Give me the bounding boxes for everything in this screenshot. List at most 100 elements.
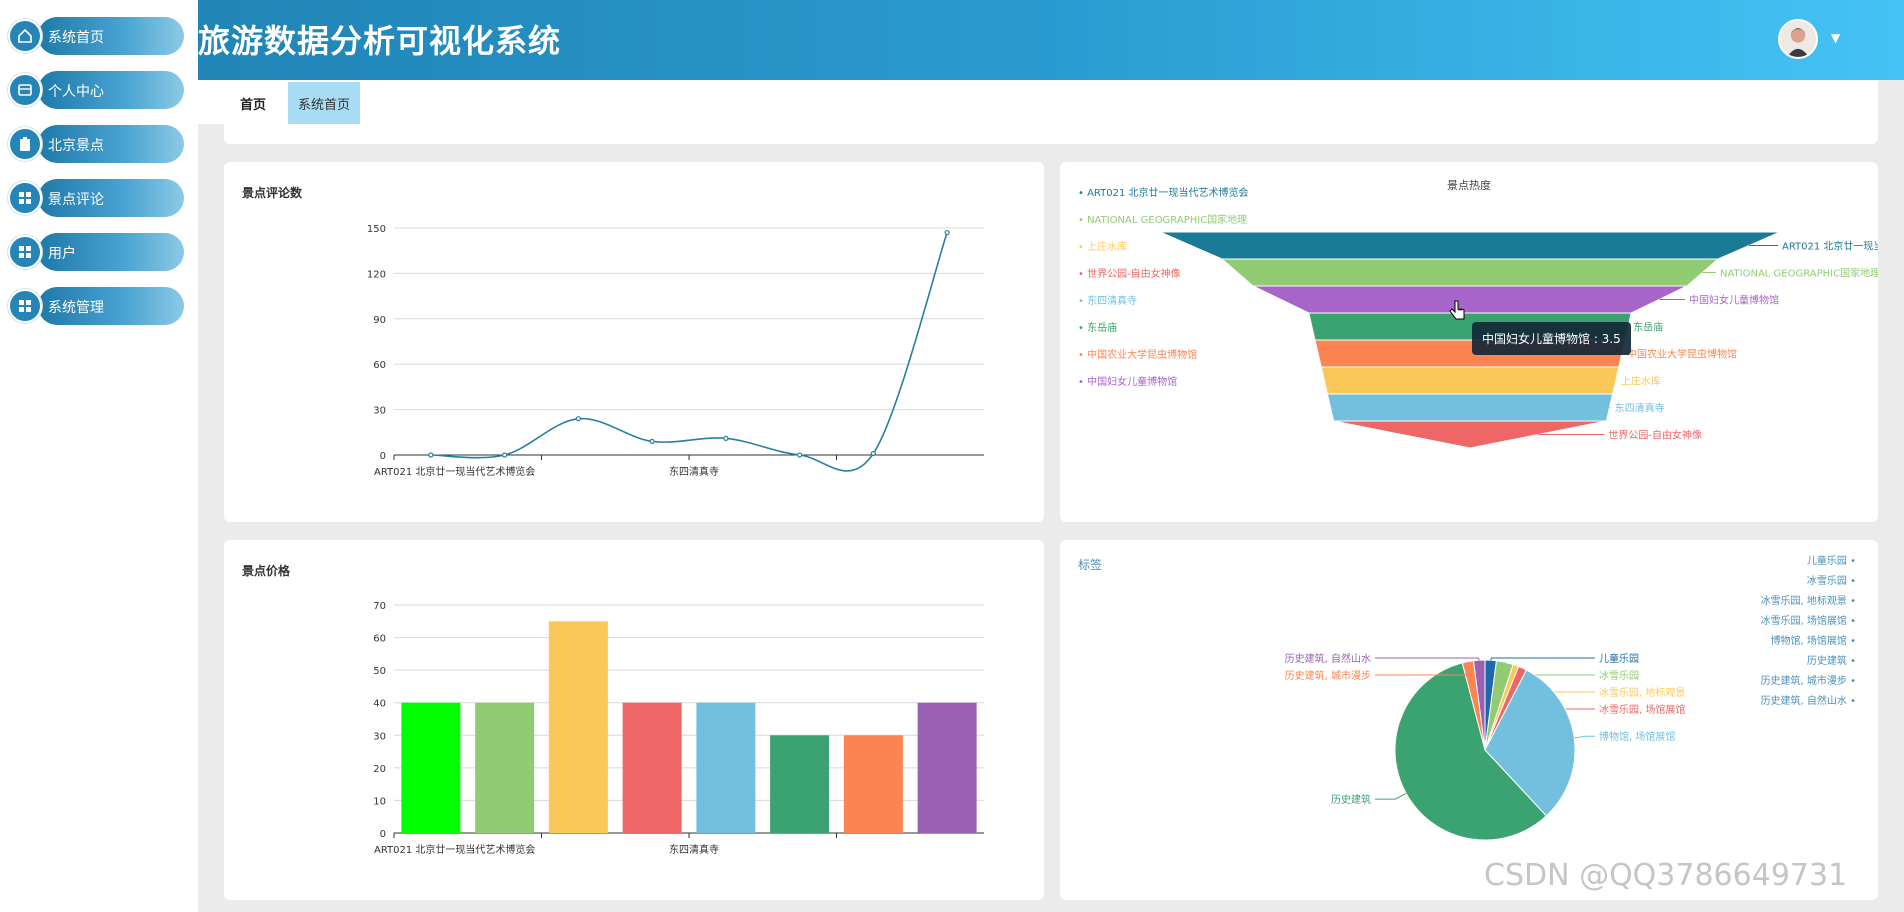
app-title: 旅游数据分析可视化系统 (198, 22, 562, 60)
tab-home[interactable]: 首页 (239, 97, 266, 113)
sidebar-item-background (38, 287, 184, 325)
avatar-dropdown-icon[interactable]: ▼ (1831, 31, 1841, 45)
legend-item: • NATIONAL GEOGRAPHIC国家地理 (1078, 213, 1247, 226)
pie-label: 历史建筑, 自然山水 (1285, 652, 1371, 665)
pie-label: 儿童乐园 (1599, 652, 1639, 665)
y-tick-label: 60 (373, 360, 386, 371)
data-point (944, 229, 950, 236)
funnel-label: 东岳庙 (1633, 321, 1663, 334)
sidebar-item-label: 景点评论 (48, 192, 104, 208)
price-bar (843, 735, 903, 833)
y-tick-label: 30 (373, 406, 386, 417)
legend-item: • 上庄水库 (1078, 240, 1127, 253)
sidebar-item[interactable]: 景点评论 (8, 179, 184, 217)
price-bar (475, 702, 535, 833)
funnel-layer (1320, 366, 1620, 395)
legend-item: 儿童乐园 • (1807, 554, 1856, 567)
legend-item: • 世界公园-自由女神像 (1078, 267, 1181, 280)
tag-card: 标签 儿童乐园 • 冰雪乐园 • 冰雪乐园, 地标观景 • 冰雪乐园, 场馆展馆 • 博… (1060, 540, 1878, 900)
grid-icon (8, 235, 42, 269)
pie-label-line (1375, 661, 1469, 676)
legend-item: 历史建筑 • (1807, 654, 1856, 667)
sidebar-item-label: 个人中心 (48, 84, 104, 100)
clipboard-icon (8, 127, 42, 161)
chart-title: 景点价格 (242, 564, 291, 578)
pie-label-line (1504, 662, 1595, 676)
funnel-label: 中国农业大学昆虫博物馆 (1627, 348, 1737, 361)
price-bar (622, 702, 682, 833)
pie-label: 冰雪乐园 (1599, 669, 1639, 682)
chart-tooltip: 中国妇女儿童博物馆 : 3.5 (1472, 322, 1631, 355)
sidebar-item-label: 系统管理 (48, 300, 104, 316)
legend-item: 冰雪乐园 • (1807, 574, 1856, 587)
data-point (428, 452, 434, 458)
sidebar-item[interactable]: 用户 (8, 233, 184, 271)
pie-label: 博物馆, 场馆展馆 (1599, 730, 1675, 743)
x-tick-label: 东四清真寺 (669, 465, 719, 478)
legend-item: • 中国农业大学昆虫博物馆 (1078, 348, 1197, 361)
home-icon (8, 19, 42, 53)
avatar-image (1780, 21, 1816, 57)
pie-slice (1394, 662, 1548, 841)
sidebar-item-background (38, 233, 184, 271)
funnel-layer (1220, 258, 1720, 287)
funnel-layer (1333, 420, 1607, 449)
legend-item: 博物馆, 场馆展馆 • (1771, 634, 1856, 647)
legend-item: • 中国妇女儿童博物馆 (1078, 375, 1177, 388)
price-bar (548, 621, 608, 833)
pie-label: 冰雪乐园, 地标观景 (1599, 686, 1685, 699)
sidebar-item[interactable]: 系统首页 (8, 17, 184, 55)
tab-bar: 首页 系统首页 (198, 80, 1878, 124)
pie-label-line (1375, 792, 1407, 800)
y-tick-label: 20 (373, 764, 386, 775)
y-tick-label: 30 (373, 731, 386, 742)
grid-icon (8, 181, 42, 215)
profile-icon (8, 73, 42, 107)
funnel-layer (1252, 285, 1688, 314)
sidebar-item-background (38, 179, 184, 217)
chart-title: 景点热度 (1447, 178, 1491, 192)
data-point (575, 416, 581, 422)
price-bar (770, 735, 830, 833)
pie-label-line (1574, 735, 1595, 739)
top-panel-strip (224, 124, 1878, 144)
sidebar-item-background (38, 71, 184, 109)
comment-count-line-chart: 0 30 60 90 120 150 ART021 北京廿一现当代艺术博览会 东四清真寺 (367, 224, 984, 478)
tab-system-home[interactable]: 系统首页 (288, 82, 360, 124)
data-point (723, 435, 729, 441)
mouse-cursor-icon (1449, 300, 1467, 326)
top-header: 旅游数据分析可视化系统 ▼ (0, 0, 1904, 80)
y-tick-label: 0 (380, 451, 386, 462)
sidebar-item-label: 用户 (48, 246, 76, 262)
sidebar-item-background (38, 125, 184, 163)
pie-label: 历史建筑, 城市漫步 (1285, 669, 1371, 682)
funnel-label: 东四清真寺 (1615, 402, 1665, 415)
price-bar (917, 702, 977, 833)
funnel-label: ART021 北京廿一现当代艺术博览会 (1782, 240, 1878, 253)
x-tick-label: 东四清真寺 (669, 843, 719, 856)
y-tick-label: 0 (380, 829, 386, 840)
y-tick-label: 150 (367, 224, 386, 235)
legend-item: • 东四清真寺 (1078, 294, 1137, 307)
sidebar-item-label: 系统首页 (48, 30, 104, 46)
chart-title: 标签 (1078, 558, 1103, 572)
sidebar-item-label: 北京景点 (48, 138, 104, 154)
legend-item: 历史建筑, 自然山水 • (1761, 694, 1856, 707)
comment-count-card: 景点评论数 0 30 60 90 120 150 ART021 北京廿一现当代艺术博览会 东四… (224, 162, 1044, 522)
legend-item: 冰雪乐园, 地标观景 • (1761, 594, 1856, 607)
price-bar (696, 702, 756, 833)
y-tick-label: 70 (373, 601, 386, 612)
chart-title: 景点评论数 (242, 186, 303, 200)
y-tick-label: 40 (373, 699, 386, 710)
sidebar-item[interactable]: 北京景点 (8, 125, 184, 163)
user-avatar[interactable] (1778, 19, 1818, 59)
funnel-layer (1159, 231, 1781, 260)
data-point (870, 450, 876, 457)
price-card: 景点价格 0 10 20 30 40 50 60 70 ART021 北京廿一现当代艺术博览会 东… (224, 540, 1044, 900)
pie-label: 冰雪乐园, 场馆展馆 (1599, 703, 1685, 716)
sidebar-item[interactable]: 系统管理 (8, 287, 184, 325)
funnel-label: 上庄水库 (1621, 375, 1661, 388)
sidebar-item[interactable]: 个人中心 (8, 71, 184, 109)
legend-item: 冰雪乐园, 场馆展馆 • (1761, 614, 1856, 627)
legend-item: • 东岳庙 (1078, 321, 1117, 334)
